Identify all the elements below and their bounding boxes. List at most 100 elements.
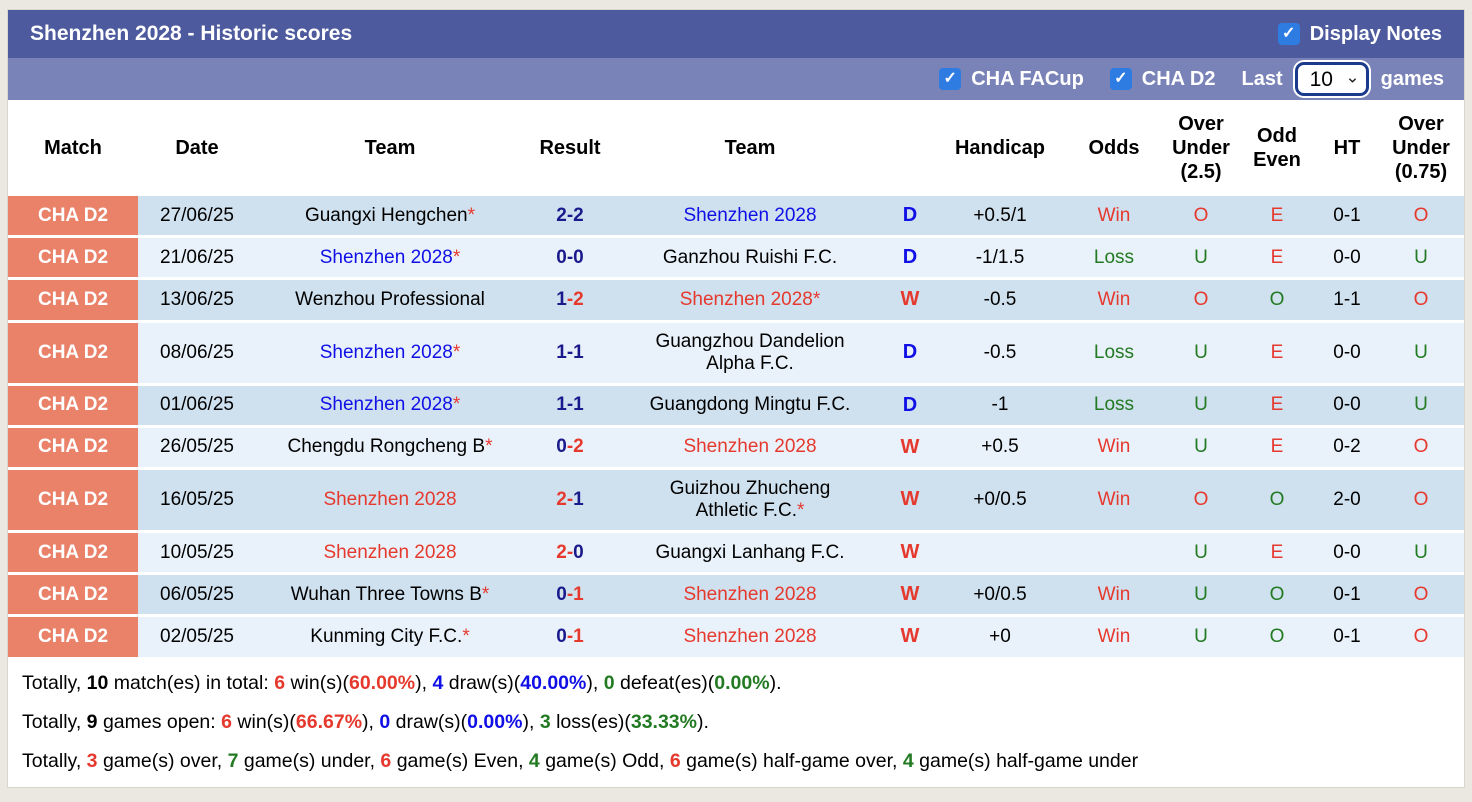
- half-time-score: 0-1: [1316, 617, 1378, 660]
- over-under-075: O: [1378, 427, 1464, 470]
- away-team-name[interactable]: Shenzhen 2028: [683, 436, 817, 458]
- summary-line: Totally, 3 game(s) over, 7 game(s) under…: [22, 750, 1139, 773]
- half-time-score: 0-2: [1316, 427, 1378, 470]
- result-dash: -: [566, 341, 574, 363]
- match-outcome-letter: W: [884, 533, 936, 576]
- home-team-name[interactable]: Wenzhou Professional: [295, 288, 485, 310]
- away-team-name[interactable]: Ganzhou Ruishi F.C.: [662, 246, 838, 268]
- advantage-star: *: [467, 204, 476, 226]
- away-team-name[interactable]: Shenzhen 2028*: [679, 288, 821, 310]
- filter-cha-d2[interactable]: ✓ CHA D2: [1109, 67, 1216, 91]
- home-team-name[interactable]: Guangxi Hengchen*: [304, 204, 476, 226]
- odd-even: E: [1238, 427, 1316, 470]
- match-row: CHA D2 06/05/25 Wuhan Three Towns B* 0-1…: [8, 575, 1464, 618]
- odd-even: E: [1238, 238, 1316, 281]
- league-badge: CHA D2: [8, 238, 138, 281]
- home-team-name[interactable]: Wuhan Three Towns B*: [290, 583, 490, 605]
- match-outcome-letter: W: [884, 470, 936, 534]
- away-team-name[interactable]: Guangzhou Dandelion Alpha F.C.: [655, 330, 845, 374]
- last-games-select-wrap: 10 ⌄: [1294, 62, 1369, 96]
- handicap-value: +0/0.5: [936, 470, 1064, 534]
- over-under-25: O: [1164, 470, 1238, 534]
- over-under-075: U: [1378, 238, 1464, 281]
- column-header: Result: [524, 100, 616, 196]
- last-games-select[interactable]: 10: [1294, 62, 1369, 96]
- over-under-075: U: [1378, 533, 1464, 576]
- league-badge: CHA D2: [8, 427, 138, 470]
- page-title: Shenzhen 2028 - Historic scores: [30, 22, 353, 45]
- league-badge: CHA D2: [8, 533, 138, 576]
- odds-result: Loss: [1064, 385, 1164, 428]
- half-time-score: 0-0: [1316, 238, 1378, 281]
- handicap-value: -1/1.5: [936, 238, 1064, 281]
- over-under-075: O: [1378, 617, 1464, 660]
- home-team-name[interactable]: Shenzhen 2028*: [319, 341, 461, 363]
- league-badge: CHA D2: [8, 617, 138, 660]
- cha-d2-checkbox[interactable]: ✓: [1109, 68, 1132, 90]
- match-outcome-letter: W: [884, 617, 936, 660]
- handicap-value: +0.5/1: [936, 196, 1064, 239]
- result-cell: 0-2: [524, 427, 616, 470]
- away-team-name[interactable]: Guizhou Zhucheng Athletic F.C.*: [669, 478, 831, 522]
- result-away-score: 0: [573, 541, 584, 563]
- result-home-score: 0: [556, 626, 567, 648]
- half-time-score: 0-0: [1316, 533, 1378, 576]
- display-notes-checkbox[interactable]: ✓: [1277, 23, 1300, 45]
- advantage-star: *: [481, 583, 490, 605]
- home-team-name[interactable]: Chengdu Rongcheng B*: [287, 436, 493, 458]
- result-cell: 0-1: [524, 575, 616, 618]
- match-row: CHA D2 08/06/25 Shenzhen 2028* 1-1 Guang…: [8, 322, 1464, 386]
- result-dash: -: [566, 626, 574, 648]
- home-team-name[interactable]: Shenzhen 2028*: [319, 246, 461, 268]
- historic-scores-widget: Shenzhen 2028 - Historic scores ✓ Displa…: [7, 9, 1465, 788]
- half-time-score: 2-0: [1316, 470, 1378, 534]
- odds-result: Win: [1064, 196, 1164, 239]
- away-team-name[interactable]: Guangdong Mingtu F.C.: [649, 394, 851, 416]
- over-under-25: U: [1164, 617, 1238, 660]
- home-team-name[interactable]: Kunming City F.C.*: [310, 626, 470, 648]
- over-under-25: U: [1164, 427, 1238, 470]
- match-rows: CHA D2 27/06/25 Guangxi Hengchen* 2-2 Sh…: [8, 196, 1464, 660]
- result-away-score: 2: [573, 288, 584, 310]
- result-home-score: 1: [556, 288, 567, 310]
- handicap-value: [936, 533, 1064, 576]
- away-team-cell: Guangxi Lanhang F.C.: [616, 533, 884, 576]
- away-team-cell: Guangdong Mingtu F.C.: [616, 385, 884, 428]
- home-team-name[interactable]: Shenzhen 2028: [323, 541, 457, 563]
- away-team-name[interactable]: Guangxi Lanhang F.C.: [655, 541, 845, 563]
- display-notes-toggle[interactable]: ✓ Display Notes: [1277, 23, 1442, 46]
- home-team-name[interactable]: Shenzhen 2028: [323, 489, 457, 511]
- home-team-name[interactable]: Shenzhen 2028*: [319, 394, 461, 416]
- away-team-name[interactable]: Shenzhen 2028: [683, 204, 817, 226]
- away-team-cell: Shenzhen 2028: [616, 427, 884, 470]
- filter-cha-facup[interactable]: ✓ CHA FACup: [939, 68, 1084, 91]
- summary: Totally, 10 match(es) in total: 6 win(s)…: [8, 660, 1464, 787]
- summary-line: Totally, 9 games open: 6 win(s)(66.67%),…: [22, 710, 709, 733]
- over-under-25: O: [1164, 280, 1238, 323]
- half-time-score: 0-1: [1316, 196, 1378, 239]
- match-outcome-letter: W: [884, 575, 936, 618]
- result-home-score: 0: [556, 246, 567, 268]
- league-badge: CHA D2: [8, 280, 138, 323]
- match-outcome-letter: D: [884, 385, 936, 428]
- odd-even: E: [1238, 322, 1316, 386]
- league-badge: CHA D2: [8, 196, 138, 239]
- column-header: HT: [1316, 100, 1378, 196]
- result-cell: 2-0: [524, 533, 616, 576]
- advantage-star: *: [462, 626, 470, 648]
- result-cell: 2-1: [524, 470, 616, 534]
- odds-result: Win: [1064, 575, 1164, 618]
- odds-result: Loss: [1064, 322, 1164, 386]
- match-date: 01/06/25: [138, 385, 256, 428]
- away-team-name[interactable]: Shenzhen 2028: [683, 626, 817, 648]
- odds-result: Win: [1064, 617, 1164, 660]
- league-badge: CHA D2: [8, 322, 138, 386]
- away-team-cell: Guangzhou Dandelion Alpha F.C.: [616, 322, 884, 386]
- cha-d2-label: CHA D2: [1141, 67, 1216, 90]
- title-bar: Shenzhen 2028 - Historic scores ✓ Displa…: [8, 10, 1464, 58]
- cha-facup-checkbox[interactable]: ✓: [939, 68, 962, 90]
- away-team-name[interactable]: Shenzhen 2028: [683, 583, 817, 605]
- result-dash: -: [566, 583, 574, 605]
- match-row: CHA D2 27/06/25 Guangxi Hengchen* 2-2 Sh…: [8, 196, 1464, 239]
- result-home-score: 2: [556, 541, 567, 563]
